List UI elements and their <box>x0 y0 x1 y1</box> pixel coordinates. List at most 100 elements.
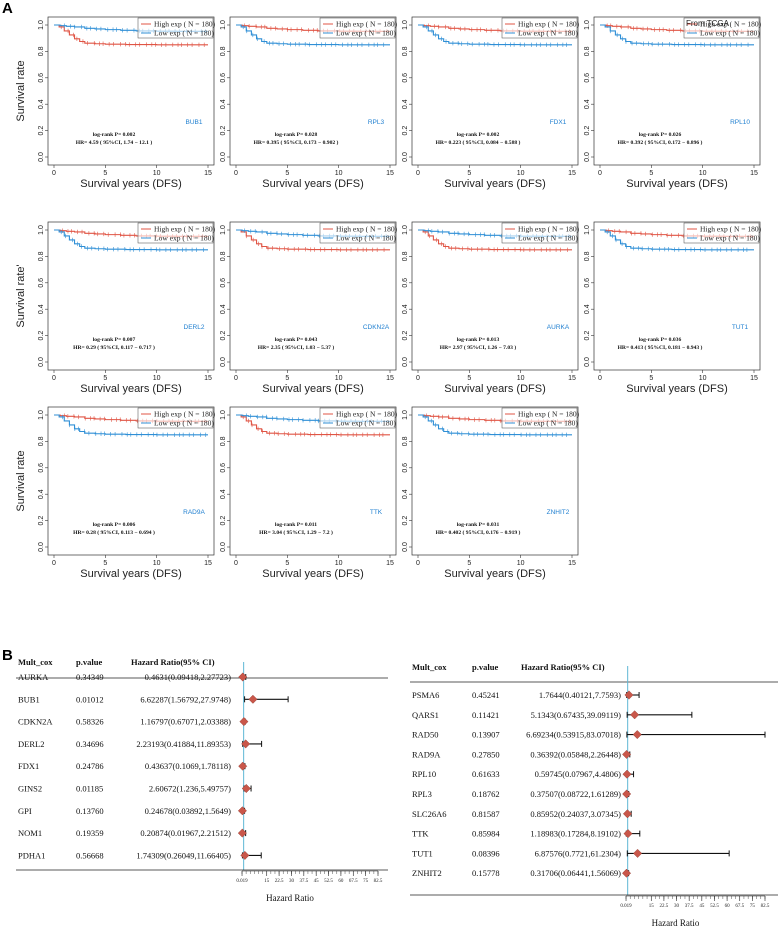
row-hr-ci: 0.37507(0.08722,1.61289) <box>530 789 621 799</box>
x-axis-title: Survival years (DFS) <box>262 383 363 395</box>
hazard-ratio-text: HR= 4.59 ( 95%CI, 1.74 − 12.1 ) <box>76 139 153 146</box>
y-tick-label: 0.6 <box>402 73 409 83</box>
y-tick-label: 0.4 <box>220 489 227 499</box>
y-tick-label: 1.0 <box>584 225 591 235</box>
forest-row-derl2: DERL2 0.34696 2.23193(0.41884,11.89353) <box>18 739 263 749</box>
row-hr-ci: 1.18983(0.17284,8.19102) <box>530 829 621 839</box>
y-tick-label: 0.2 <box>38 331 45 341</box>
x-tick-label: 10 <box>699 170 707 177</box>
gene-label: FDX1 <box>550 119 567 126</box>
row-gene: NOM1 <box>18 828 42 838</box>
y-tick-label: 1.0 <box>402 20 409 30</box>
forest-row-bub1: BUB1 0.01012 6.62287(1.56792,27.9748) <box>18 694 289 704</box>
row-gene: PDHA1 <box>18 850 45 860</box>
y-tick-label: 0.2 <box>584 126 591 136</box>
row-pvalue: 0.13760 <box>76 806 104 816</box>
gene-label: RPL3 <box>368 119 385 126</box>
y-tick-label: 0.6 <box>402 463 409 473</box>
y-tick-label: 0.0 <box>38 357 45 367</box>
row-hr-ci: 6.62287(1.56792,27.9748) <box>140 694 231 704</box>
gene-label: DERL2 <box>184 324 205 331</box>
y-tick-label: 0.6 <box>38 278 45 288</box>
y-tick-label: 0.8 <box>220 251 227 261</box>
x-tick-label: 0 <box>52 170 56 177</box>
y-tick-label: 0.2 <box>402 516 409 526</box>
km-panel-bub1: 0.0 0.2 0.4 0.6 0.8 1.0 0 5 10 15 Survival years (… <box>38 16 216 190</box>
km-panel-cdkn2a: 0.0 0.2 0.4 0.6 0.8 1.0 0 5 10 15 Survival years (… <box>220 221 398 395</box>
row-pvalue: 0.27850 <box>472 749 500 759</box>
column-header-gene: Mult_cox <box>18 657 53 667</box>
y-tick-label: 0.8 <box>584 251 591 261</box>
hr-axis-tick-label: 15 <box>649 904 655 909</box>
x-tick-label: 10 <box>153 560 161 567</box>
row-gene: BUB1 <box>18 694 40 704</box>
hr-axis: 0.019 15 22.5 30 37.5 45 52.5 60 67.5 75 82.5 <box>236 870 383 884</box>
hr-axis-tick-label: 75 <box>363 879 369 884</box>
legend-label-high: High exp ( N = 180) <box>336 410 398 419</box>
plot-frame <box>47 406 215 556</box>
row-gene: QARS1 <box>412 710 439 720</box>
legend-label-high: High exp ( N = 180) <box>700 225 762 234</box>
forest-plot-2: Mult_cox p.value Hazard Ratio(95% CI) PSMA6… <box>410 662 778 928</box>
hr-axis: 0.019 15 22.5 30 37.5 45 52.5 60 67.5 75 82.5 <box>620 895 770 909</box>
row-hr-ci: 0.43637(0.1069,1.78118) <box>145 761 231 771</box>
legend-box <box>683 17 760 39</box>
x-tick-label: 15 <box>386 560 394 567</box>
legend-box <box>501 222 578 244</box>
y-tick-label: 0.6 <box>584 73 591 83</box>
column-header-gene: Mult_cox <box>412 662 447 672</box>
x-axis-title: Survival years (DFS) <box>80 568 181 580</box>
row-hr-ci: 5.1343(0.67435,39.09119) <box>531 710 622 720</box>
x-axis-title: Survival years (DFS) <box>262 178 363 190</box>
x-tick-label: 15 <box>204 170 212 177</box>
row-pvalue: 0.01185 <box>76 784 103 794</box>
y-tick-label: 0.6 <box>584 278 591 288</box>
censor-marks-high <box>424 229 568 252</box>
hr-point <box>632 730 642 740</box>
censor-marks-low <box>606 229 748 252</box>
y-tick-label: 0.8 <box>220 436 227 446</box>
gene-label: AURKA <box>547 324 570 331</box>
y-tick-label: 0.4 <box>402 304 409 314</box>
y-tick-label: 0.4 <box>584 304 591 314</box>
gene-label: ZNHIT2 <box>547 509 570 516</box>
x-axis-title: Survival years (DFS) <box>80 178 181 190</box>
hr-axis-tick-label: 60 <box>338 879 344 884</box>
y-tick-label: 1.0 <box>38 20 45 30</box>
row-hr-ci: 0.85952(0.24037,3.07345) <box>530 809 621 819</box>
y-tick-label: 0.8 <box>402 436 409 446</box>
y-tick-label: 1.0 <box>402 225 409 235</box>
logrank-pvalue: log-rank P= 0.036 <box>639 337 682 343</box>
plot-frame <box>47 16 215 166</box>
hazard-ratio-text: HR= 2.97 ( 95%CI, 1.26 − 7.03 ) <box>440 344 517 351</box>
logrank-pvalue: log-rank P= 0.043 <box>275 337 318 343</box>
y-tick-label: 0.2 <box>402 331 409 341</box>
y-tick-label: 0.6 <box>220 73 227 83</box>
y-tick-label: 0.0 <box>220 542 227 552</box>
y-tick-label: 0.0 <box>38 542 45 552</box>
row-pvalue: 0.24786 <box>76 761 104 771</box>
y-tick-label: 0.0 <box>38 152 45 162</box>
legend-label-low: Low exp ( N = 180) <box>518 234 578 243</box>
x-tick-label: 10 <box>517 560 525 567</box>
y-tick-label: 0.6 <box>38 73 45 83</box>
row-hr-ci: 0.4631(0.09418,2.27723) <box>145 672 232 682</box>
forest-row-tut1: TUT1 0.08396 6.87576(0.7721,61.2304) <box>412 848 730 858</box>
row-gene: RPL10 <box>412 769 436 779</box>
row-gene: CDKN2A <box>18 717 53 727</box>
legend-label-high: High exp ( N = 180) <box>336 225 398 234</box>
km-panel-znhit2: 0.0 0.2 0.4 0.6 0.8 1.0 0 5 10 15 Survival years (… <box>402 406 580 580</box>
survival-curve-high <box>236 414 390 436</box>
column-header-pvalue: p.value <box>472 662 498 672</box>
forest-row-gins2: GINS2 0.01185 2.60672(1.236,5.49757) <box>18 784 252 794</box>
y-tick-label: 0.0 <box>584 152 591 162</box>
km-panel-fdx1: 0.0 0.2 0.4 0.6 0.8 1.0 0 5 10 15 Survival years (… <box>402 16 580 190</box>
hr-point <box>633 848 643 858</box>
x-tick-label: 15 <box>386 375 394 382</box>
source-note: From TCGA <box>686 19 730 28</box>
hr-axis-title: Hazard Ratio <box>266 893 314 903</box>
hazard-ratio-text: HR= 2.35 ( 95%CI, 1.03 − 5.37 ) <box>258 344 335 351</box>
x-tick-label: 10 <box>517 170 525 177</box>
forest-row-aurka: AURKA 0.34349 0.4631(0.09418,2.27723) <box>18 672 248 682</box>
